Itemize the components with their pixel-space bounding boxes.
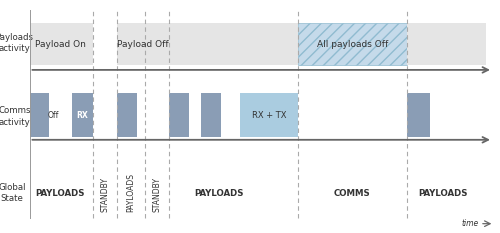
Text: COMMS: COMMS xyxy=(334,189,371,198)
Text: All payloads Off: All payloads Off xyxy=(317,40,388,49)
Bar xyxy=(116,23,169,65)
Bar xyxy=(407,93,430,137)
Bar xyxy=(298,23,407,65)
Text: Global
State: Global State xyxy=(0,183,26,203)
Bar xyxy=(30,93,48,137)
Bar xyxy=(407,23,486,65)
Bar xyxy=(30,23,93,65)
Bar xyxy=(169,93,189,137)
Text: RX + TX: RX + TX xyxy=(252,111,286,120)
Text: RX: RX xyxy=(76,111,88,120)
Bar xyxy=(72,93,93,137)
Text: Payload Off: Payload Off xyxy=(117,40,168,49)
Text: STANDBY: STANDBY xyxy=(152,177,162,212)
Text: PAYLOADS: PAYLOADS xyxy=(36,189,85,198)
Bar xyxy=(240,93,298,137)
Text: Off: Off xyxy=(48,111,60,120)
Text: PAYLOADS: PAYLOADS xyxy=(126,173,136,212)
Text: time: time xyxy=(462,219,478,228)
Text: Payloads
activity: Payloads activity xyxy=(0,33,34,53)
Bar xyxy=(201,93,222,137)
Bar xyxy=(116,93,136,137)
Text: PAYLOADS: PAYLOADS xyxy=(194,189,244,198)
Bar xyxy=(169,23,298,65)
Text: Comms
activity: Comms activity xyxy=(0,106,30,127)
Text: STANDBY: STANDBY xyxy=(100,177,110,212)
Text: Payload On: Payload On xyxy=(35,40,86,49)
Text: PAYLOADS: PAYLOADS xyxy=(418,189,468,198)
